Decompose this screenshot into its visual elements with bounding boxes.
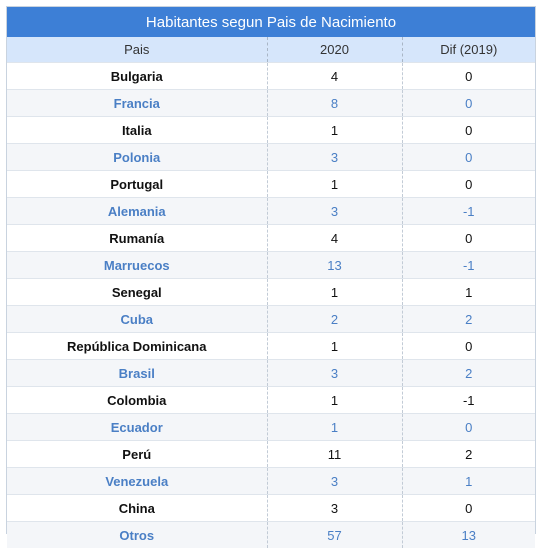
- header-row: Pais 2020 Dif (2019): [7, 37, 535, 63]
- diff-2019-cell: 0: [402, 414, 535, 441]
- country-cell: Colombia: [7, 387, 267, 414]
- country-cell: Francia: [7, 90, 267, 117]
- value-2020-cell: 3: [267, 360, 402, 387]
- value-2020-cell: 1: [267, 117, 402, 144]
- diff-2019-cell: 2: [402, 306, 535, 333]
- column-header-diff-2019[interactable]: Dif (2019): [402, 37, 535, 63]
- value-2020-cell: 13: [267, 252, 402, 279]
- value-2020-cell: 3: [267, 495, 402, 522]
- value-2020-cell: 1: [267, 171, 402, 198]
- diff-2019-cell: 2: [402, 441, 535, 468]
- diff-2019-cell: 1: [402, 468, 535, 495]
- country-cell: Bulgaria: [7, 63, 267, 90]
- country-cell: Venezuela: [7, 468, 267, 495]
- country-cell: Rumanía: [7, 225, 267, 252]
- value-2020-cell: 11: [267, 441, 402, 468]
- diff-2019-cell: 2: [402, 360, 535, 387]
- value-2020-cell: 3: [267, 144, 402, 171]
- country-cell: Otros: [7, 522, 267, 548]
- diff-2019-cell: 0: [402, 333, 535, 360]
- table-title: Habitantes segun Pais de Nacimiento: [7, 7, 535, 37]
- diff-2019-cell: -1: [402, 198, 535, 225]
- country-cell: Italia: [7, 117, 267, 144]
- diff-2019-cell: 0: [402, 117, 535, 144]
- value-2020-cell: 3: [267, 468, 402, 495]
- country-cell: Senegal: [7, 279, 267, 306]
- value-2020-cell: 2: [267, 306, 402, 333]
- diff-2019-cell: 13: [402, 522, 535, 548]
- diff-2019-cell: 0: [402, 63, 535, 90]
- value-2020-cell: 4: [267, 63, 402, 90]
- value-2020-cell: 8: [267, 90, 402, 117]
- value-2020-cell: 1: [267, 279, 402, 306]
- value-2020-cell: 1: [267, 333, 402, 360]
- diff-2019-cell: 0: [402, 171, 535, 198]
- diff-2019-cell: -1: [402, 387, 535, 414]
- value-2020-cell: 3: [267, 198, 402, 225]
- data-table-panel: Habitantes segun Pais de Nacimiento Pais…: [6, 6, 536, 534]
- country-cell: Polonia: [7, 144, 267, 171]
- value-2020-cell: 57: [267, 522, 402, 548]
- country-cell: Cuba: [7, 306, 267, 333]
- diff-2019-cell: 0: [402, 144, 535, 171]
- diff-2019-cell: 1: [402, 279, 535, 306]
- value-2020-cell: 1: [267, 414, 402, 441]
- country-cell: Alemania: [7, 198, 267, 225]
- value-2020-cell: 4: [267, 225, 402, 252]
- diff-2019-cell: 0: [402, 495, 535, 522]
- table-header: Pais 2020 Dif (2019): [7, 37, 535, 63]
- country-cell: Brasil: [7, 360, 267, 387]
- diff-2019-cell: -1: [402, 252, 535, 279]
- country-cell: República Dominicana: [7, 333, 267, 360]
- diff-2019-cell: 0: [402, 225, 535, 252]
- column-header-2020[interactable]: 2020: [267, 37, 402, 63]
- country-cell: China: [7, 495, 267, 522]
- country-cell: Perú: [7, 441, 267, 468]
- column-header-country[interactable]: Pais: [7, 37, 267, 63]
- value-2020-cell: 1: [267, 387, 402, 414]
- country-cell: Marruecos: [7, 252, 267, 279]
- country-cell: Portugal: [7, 171, 267, 198]
- diff-2019-cell: 0: [402, 90, 535, 117]
- country-cell: Ecuador: [7, 414, 267, 441]
